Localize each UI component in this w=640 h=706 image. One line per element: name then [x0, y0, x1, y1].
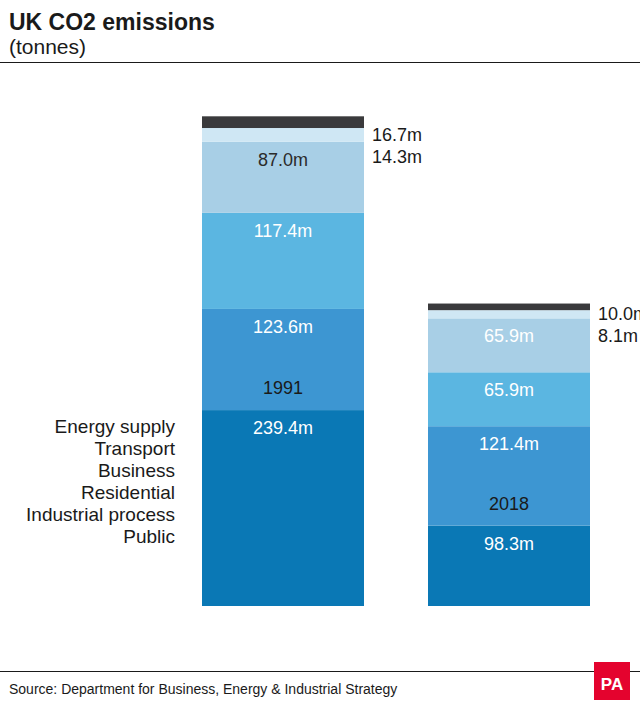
- series-label: Energy supply: [55, 416, 176, 437]
- data-label: 10.0m: [598, 304, 640, 324]
- category-label: 1991: [263, 378, 303, 398]
- bar-segment: [428, 304, 590, 311]
- data-label: 14.3m: [372, 147, 422, 167]
- category-label: 2018: [489, 494, 529, 514]
- bar-segment: [428, 318, 590, 372]
- data-label: 65.9m: [484, 380, 534, 400]
- series-label: Industrial process: [26, 504, 175, 525]
- bar-segment: [202, 410, 364, 606]
- background: [0, 0, 640, 706]
- header-rule: [0, 62, 640, 63]
- bar-segment: [202, 309, 364, 410]
- series-label: Business: [98, 460, 175, 481]
- data-label: 117.4m: [254, 221, 313, 241]
- bar-segment: [202, 213, 364, 309]
- bar-segment: [202, 116, 364, 128]
- bar-segment: [428, 426, 590, 525]
- data-label: 98.3m: [484, 534, 534, 554]
- data-label: 123.6m: [253, 317, 313, 337]
- bar-segment: [428, 310, 590, 318]
- subtitle: (tonnes): [9, 35, 86, 58]
- data-label: 16.7m: [372, 125, 422, 145]
- footer-rule: [0, 671, 640, 672]
- data-label: 239.4m: [253, 418, 313, 438]
- title: UK CO2 emissions: [9, 9, 215, 35]
- data-label: 8.1m: [598, 326, 638, 346]
- labels: 239.4m 123.6m 117.4m 87.0m 16.7m14.3m 1991 98.…: [26, 125, 640, 554]
- data-label: 65.9m: [484, 326, 534, 346]
- chart: UK CO2 emissions(tonnes) 239.4m 123.6m 117.…: [0, 0, 640, 706]
- bar-segment: [202, 142, 364, 213]
- logo-box: [594, 662, 630, 700]
- source: Source: Department for Business, Energy …: [9, 681, 397, 697]
- logo: PA: [601, 675, 623, 694]
- series-label: Public: [123, 526, 175, 547]
- series-label: Transport: [94, 438, 175, 459]
- bar-segment: [428, 526, 590, 606]
- data-label: 87.0m: [258, 150, 308, 170]
- bar-segment: [428, 372, 590, 426]
- series-label: Residential: [81, 482, 175, 503]
- data-label: 121.4m: [479, 434, 539, 454]
- bars: [202, 116, 590, 606]
- bar-segment: [202, 128, 364, 142]
